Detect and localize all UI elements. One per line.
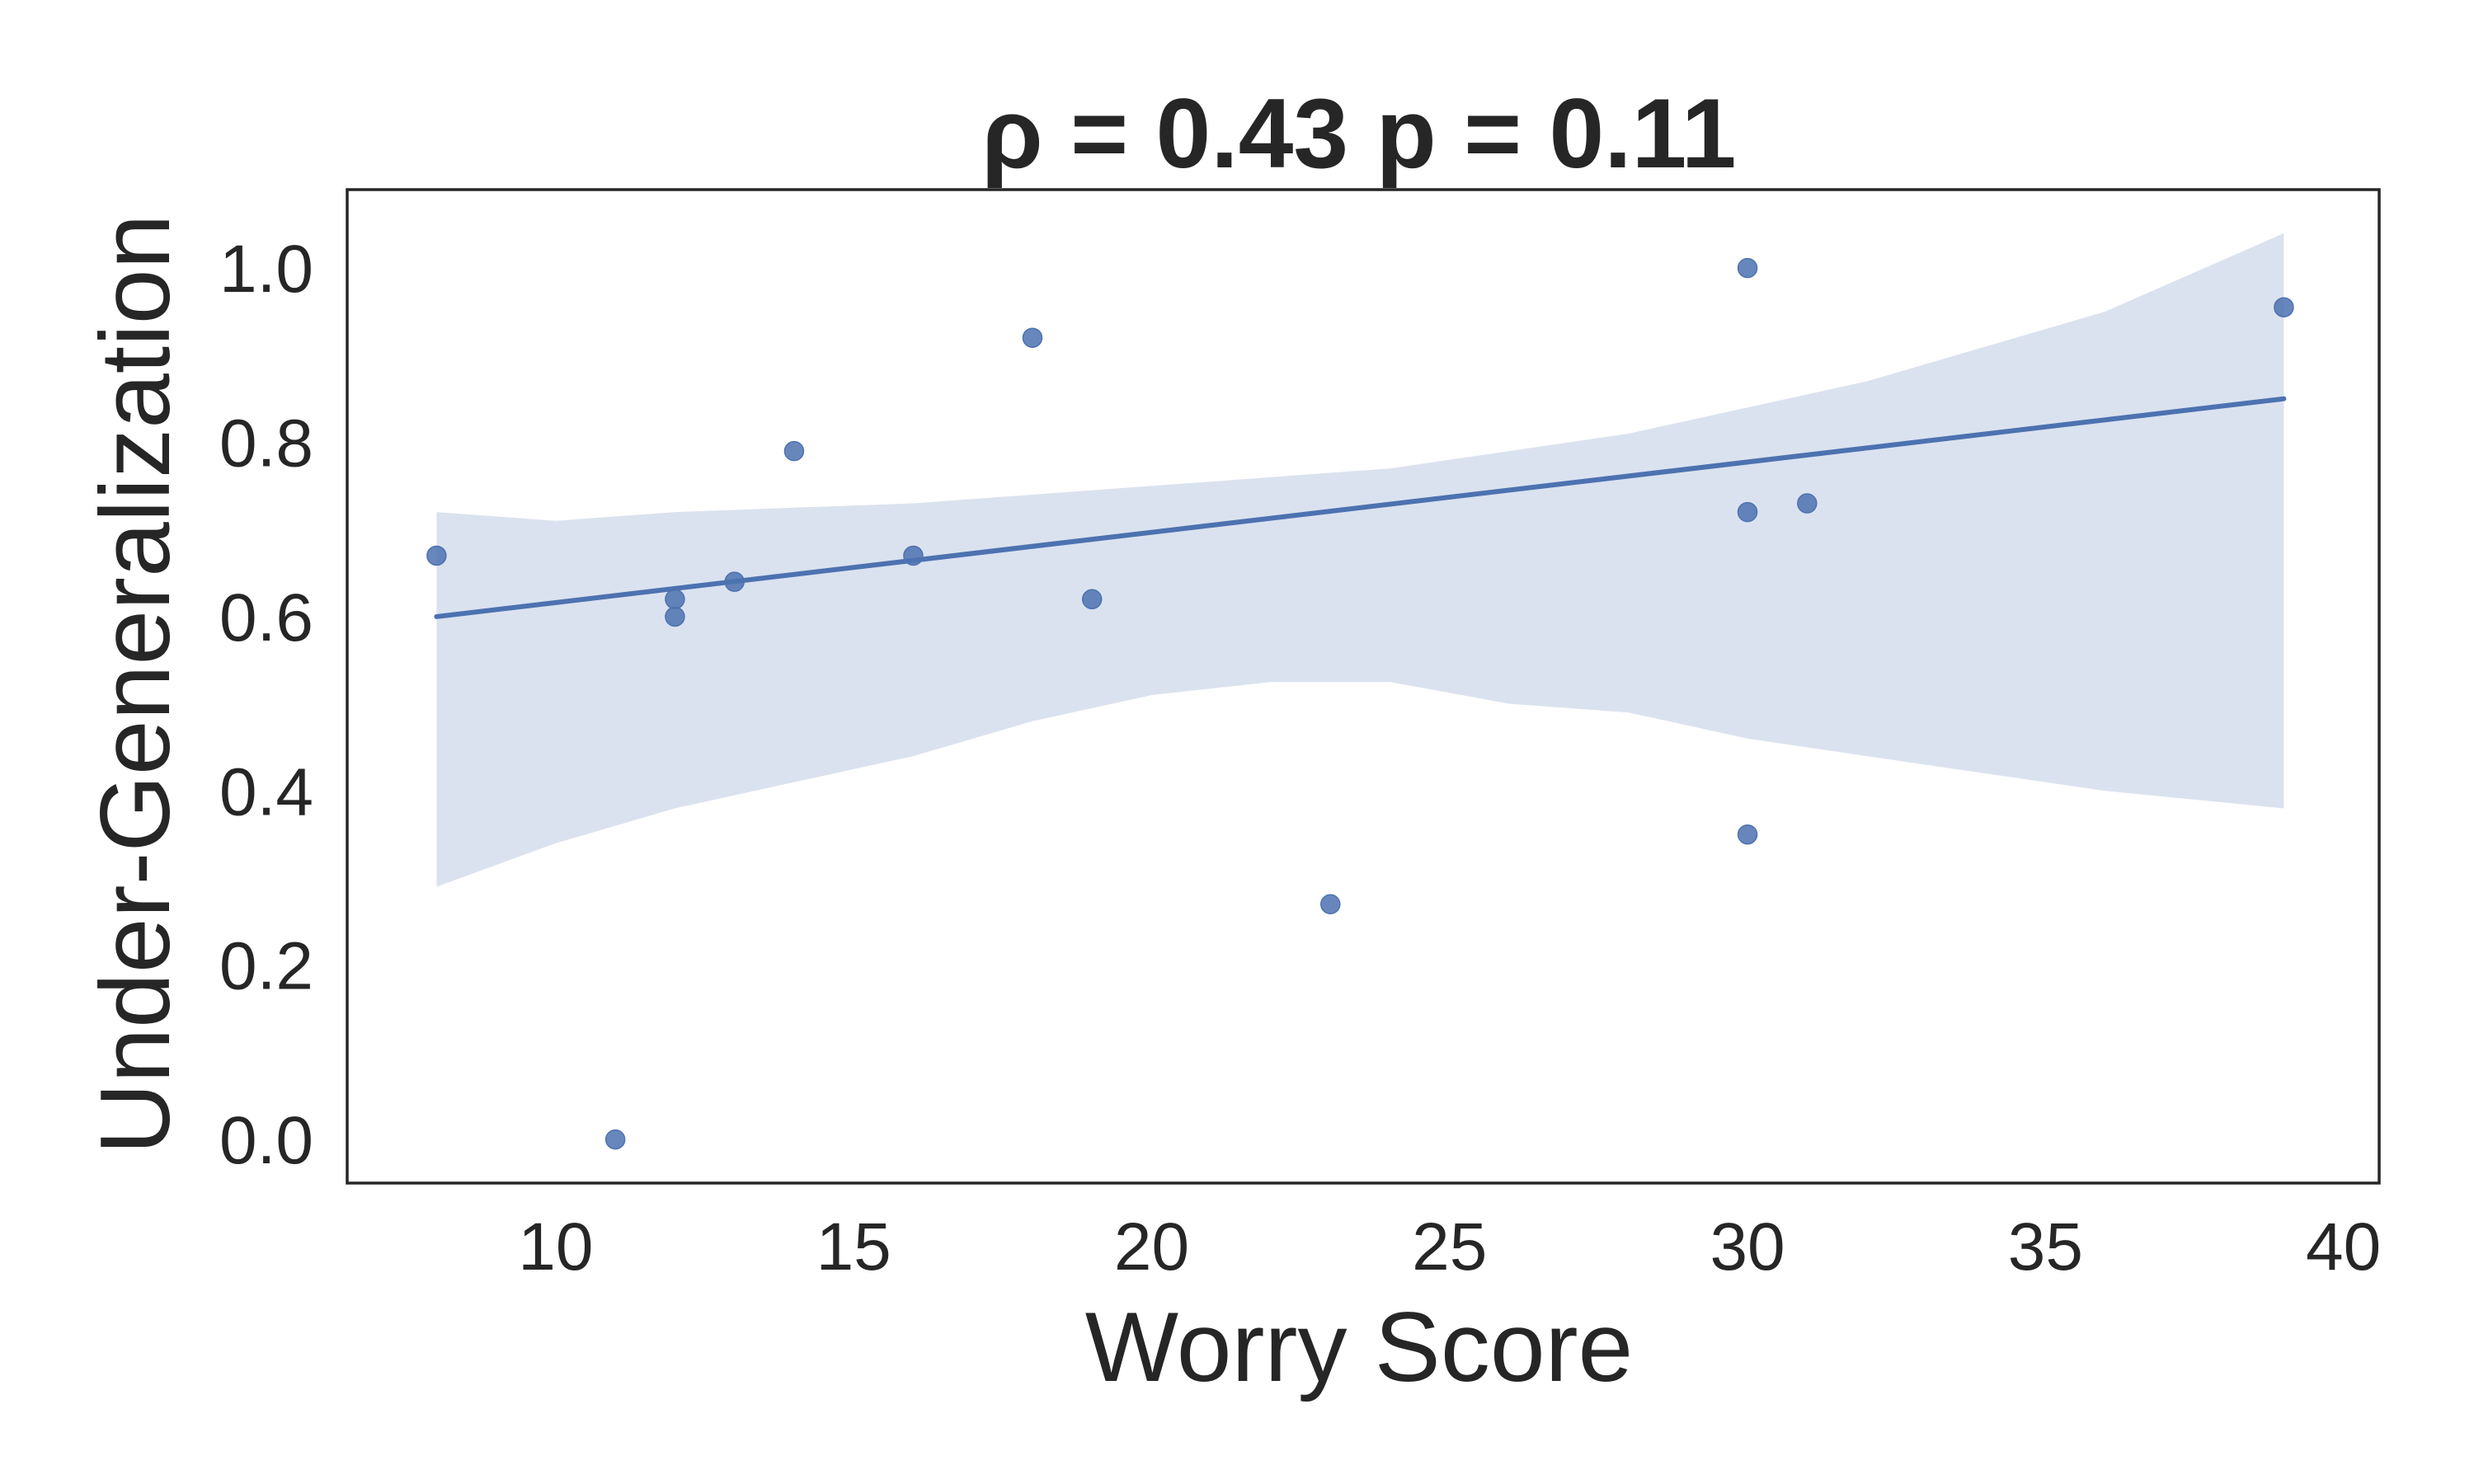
y-tick-label-0.2: 0.2 <box>219 929 313 1004</box>
data-point-2 <box>604 1129 626 1150</box>
data-point-13 <box>1737 824 1758 845</box>
x-tick-label-40: 40 <box>2306 1209 2381 1284</box>
y-tick-label-0.0: 0.0 <box>219 1103 313 1178</box>
plot-area <box>346 188 2381 1185</box>
confidence-band <box>436 232 2284 887</box>
x-tick-label-30: 30 <box>1710 1209 1785 1284</box>
data-point-12 <box>1737 501 1758 523</box>
data-point-11 <box>1737 257 1758 279</box>
x-tick-label-15: 15 <box>816 1209 891 1284</box>
y-tick-label-0.6: 0.6 <box>219 580 313 655</box>
x-axis-label: Worry Score <box>1085 1292 1634 1402</box>
x-tick-label-20: 20 <box>1114 1209 1189 1284</box>
data-point-14 <box>1797 493 1818 514</box>
data-point-1 <box>426 545 447 566</box>
data-point-7 <box>903 545 924 566</box>
chart-title: ρ = 0.43 p = 0.11 <box>982 78 1737 189</box>
x-tick-label-10: 10 <box>518 1209 593 1284</box>
y-axis-label: Under-Generalization <box>80 214 190 1155</box>
axes-frame <box>346 188 2381 1185</box>
y-tick-label-0.4: 0.4 <box>219 754 313 829</box>
data-point-15 <box>2274 297 2294 317</box>
data-point-9 <box>1081 589 1103 610</box>
data-point-8 <box>1022 327 1043 348</box>
x-tick-label-35: 35 <box>2008 1209 2083 1284</box>
x-tick-label-25: 25 <box>1412 1209 1487 1284</box>
data-point-10 <box>1320 894 1341 915</box>
data-point-5 <box>724 571 745 592</box>
data-point-4 <box>665 606 685 627</box>
data-point-6 <box>783 440 805 462</box>
y-tick-label-1.0: 1.0 <box>219 232 313 307</box>
data-point-3 <box>665 589 685 610</box>
y-tick-label-0.8: 0.8 <box>219 406 313 481</box>
axis-ticks: 10 15 20 25 30 35 40 0.0 0.2 0.4 0.6 0.8 1.0 <box>219 232 2381 1284</box>
